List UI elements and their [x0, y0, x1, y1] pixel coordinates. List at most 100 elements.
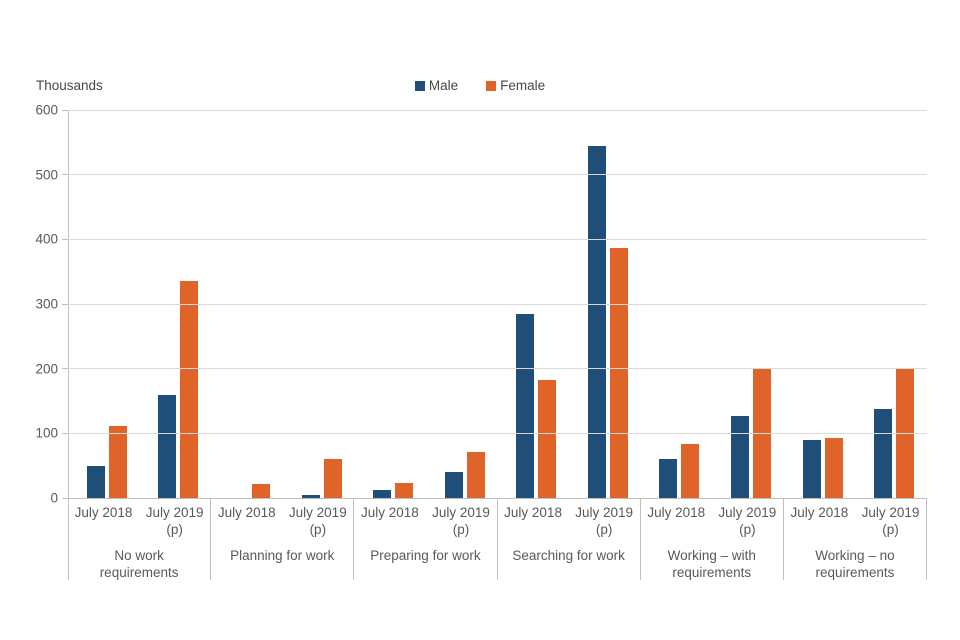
- bar-pair: [158, 281, 199, 498]
- period-label-line2: (p): [595, 521, 613, 537]
- category-label: No work requirements: [99, 547, 179, 581]
- period-label-line2: (p): [739, 521, 756, 537]
- gridline: [68, 174, 927, 176]
- bar-male: [802, 439, 821, 498]
- bar-pair: [373, 483, 414, 498]
- category-cell: July 2018 July 2019 (p) Working – no requir…: [784, 498, 928, 581]
- bar-subgroup: [569, 110, 641, 498]
- y-axis-tick: [62, 368, 68, 370]
- bar-pair: [659, 443, 700, 498]
- gridline: [68, 109, 927, 111]
- bar-male: [301, 495, 320, 498]
- period-label-line2: (p): [309, 521, 327, 537]
- period-label-line2: (p): [452, 521, 470, 537]
- y-axis-tick: [62, 238, 68, 240]
- period-label: July 2018: [68, 505, 139, 539]
- bar-male: [373, 490, 392, 498]
- period-label-line1: July 2018: [504, 505, 562, 520]
- period-label-line1: July 2018: [360, 505, 419, 520]
- bar-subgroup: [641, 110, 713, 498]
- period-label-line1: July 2019: [718, 505, 777, 520]
- period-label-line1: July 2019: [145, 505, 204, 520]
- bar-male: [516, 314, 535, 498]
- period-label: July 2018: [784, 505, 855, 539]
- period-label-line1: July 2019: [432, 505, 490, 520]
- period-label: July 2018: [354, 505, 425, 539]
- period-label-row: July 2018 July 2019 (p): [784, 505, 926, 539]
- bar-pair: [230, 483, 270, 498]
- bar-female: [108, 425, 127, 498]
- period-label-line1: July 2018: [74, 505, 133, 520]
- bar-subgroup: [140, 110, 212, 498]
- legend: Male Female: [0, 78, 960, 93]
- bar-group: [211, 110, 354, 498]
- category-label: Working – with requirements: [667, 547, 756, 581]
- period-label: July 2019 (p): [139, 505, 210, 539]
- period-label-row: July 2018 July 2019 (p): [354, 505, 496, 539]
- period-label: July 2019 (p): [712, 505, 783, 539]
- legend-label: Female: [500, 78, 546, 93]
- period-label: July 2019 (p): [569, 505, 640, 539]
- bar-group: [68, 110, 211, 498]
- y-axis-tick-label: 100: [35, 425, 58, 441]
- gridline: [68, 303, 927, 305]
- bar-subgroup: [426, 110, 498, 498]
- bar-pair: [587, 145, 628, 498]
- bar-pair: [444, 452, 485, 498]
- gridline: [68, 368, 927, 370]
- period-label: July 2018: [641, 505, 712, 539]
- bar-group: [354, 110, 497, 498]
- bar-female: [251, 483, 270, 498]
- category-cell: July 2018 July 2019 (p) Working – with requ…: [641, 498, 784, 580]
- period-label: July 2019 (p): [855, 505, 926, 539]
- period-label-line1: July 2019: [575, 505, 634, 520]
- bar-male: [158, 394, 177, 498]
- category-cell: July 2018 July 2019 (p) Preparing for work: [354, 498, 498, 580]
- bar-female: [180, 281, 199, 498]
- gridline: [68, 432, 927, 434]
- legend-label: Male: [428, 78, 459, 93]
- bar-pair: [802, 437, 843, 498]
- y-axis-tick: [62, 497, 68, 499]
- period-label-row: July 2018 July 2019 (p): [68, 505, 210, 539]
- period-label-line2: (p): [882, 521, 899, 537]
- period-label: July 2018: [211, 505, 282, 539]
- period-label: July 2018: [498, 505, 569, 539]
- period-label-line1: July 2019: [288, 505, 347, 520]
- bar-pair: [301, 459, 342, 498]
- period-label-line1: July 2018: [790, 505, 849, 520]
- bar-pair: [516, 314, 557, 498]
- bar-male: [86, 465, 105, 498]
- bar-female: [824, 437, 843, 498]
- period-label-row: July 2018 July 2019 (p): [211, 505, 353, 539]
- bar-male: [587, 145, 606, 498]
- y-axis-tick: [62, 174, 68, 176]
- category-cell: July 2018 July 2019 (p) No work requirement…: [68, 498, 212, 581]
- gridline: [68, 238, 927, 240]
- x-axis-label-area: July 2018 July 2019 (p) No work requirement…: [68, 498, 928, 581]
- y-axis-tick: [62, 432, 68, 434]
- y-axis-tick: [62, 303, 68, 305]
- y-axis-tick-label: 500: [35, 167, 58, 183]
- y-axis-tick: [62, 109, 68, 111]
- legend-swatch-icon: [414, 80, 425, 91]
- bar-male: [731, 415, 750, 498]
- period-label-row: July 2018 July 2019 (p): [498, 505, 640, 539]
- y-axis-tick-label: 600: [35, 102, 58, 118]
- period-label-line1: July 2018: [647, 505, 706, 520]
- period-label-line2: (p): [166, 521, 183, 537]
- legend-item-male: Male: [414, 78, 459, 93]
- y-axis-title: Thousands: [36, 78, 103, 93]
- bar-subgroup: [68, 110, 140, 498]
- y-axis-tick-label: 300: [35, 296, 58, 312]
- bar-female: [681, 443, 700, 498]
- bar-male: [444, 472, 463, 498]
- category-label: Working – no requirements: [815, 547, 895, 581]
- bar-subgroup: [784, 110, 856, 498]
- plot-area: 0 100 200 300 400 500 600: [35, 103, 927, 506]
- bar-subgroup: [354, 110, 426, 498]
- category-cell: July 2018 July 2019 (p) Planning for work: [211, 498, 355, 580]
- y-axis-tick-label: 0: [50, 490, 58, 506]
- category-label: Planning for work: [230, 547, 335, 563]
